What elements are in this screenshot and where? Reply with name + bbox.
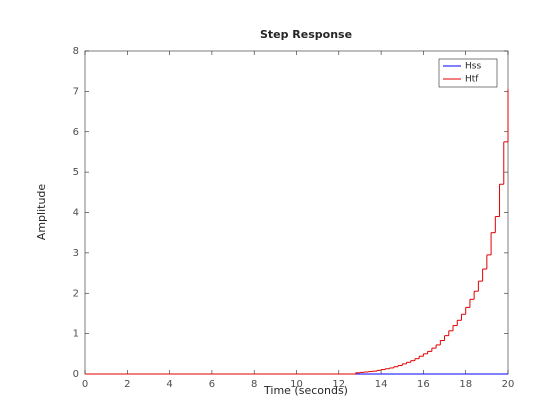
y-tick-label: 0 xyxy=(73,369,79,380)
x-tick-label: 0 xyxy=(82,379,88,390)
x-tick-label: 16 xyxy=(417,379,430,390)
y-axis-label: Amplitude xyxy=(35,184,48,241)
chart-title: Step Response xyxy=(260,28,352,41)
x-tick-label: 6 xyxy=(209,379,215,390)
y-tick-label: 3 xyxy=(73,248,79,259)
y-tick-label: 8 xyxy=(73,46,79,57)
y-tick-label: 2 xyxy=(73,288,79,299)
y-tick-label: 4 xyxy=(73,208,79,219)
x-tick-label: 18 xyxy=(459,379,472,390)
legend-label: Htf xyxy=(465,75,479,85)
y-tick-label: 1 xyxy=(73,329,79,340)
x-axis-label: Time (seconds) xyxy=(263,384,348,397)
x-tick-label: 4 xyxy=(166,379,172,390)
x-tick-label: 10 xyxy=(290,379,303,390)
x-tick-label: 12 xyxy=(332,379,345,390)
x-tick-label: 20 xyxy=(502,379,515,390)
x-tick-label: 8 xyxy=(251,379,257,390)
legend-box xyxy=(438,58,498,88)
y-tick-label: 6 xyxy=(73,127,79,138)
plot-area xyxy=(84,50,509,375)
legend-label: Hss xyxy=(465,62,481,72)
y-tick-label: 7 xyxy=(73,86,79,97)
y-tick-label: 5 xyxy=(73,167,79,178)
x-tick-label: 2 xyxy=(124,379,130,390)
x-tick-label: 14 xyxy=(375,379,388,390)
